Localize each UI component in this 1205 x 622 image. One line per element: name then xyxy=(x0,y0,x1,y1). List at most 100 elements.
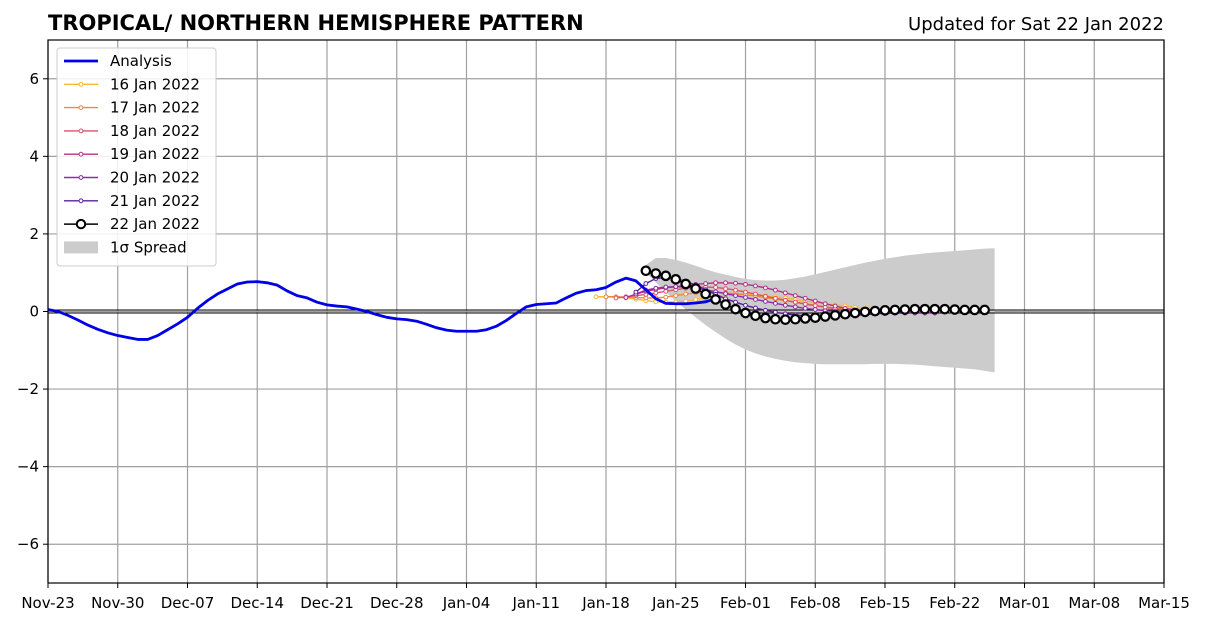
latest-forecast-point xyxy=(720,299,731,310)
y-tick-label: −2 xyxy=(17,380,39,398)
legend-swatch-forecast-marker xyxy=(78,198,84,204)
forecast-point xyxy=(723,280,728,286)
latest-forecast-point xyxy=(899,304,911,315)
axes-layer: Nov-23 Nov-30 Dec-07 Dec-14 Dec-21 Dec-28 Jan-… xyxy=(17,39,1190,612)
latest-forecast-point xyxy=(760,312,771,324)
forecast-point xyxy=(772,300,778,306)
latest-forecast-point xyxy=(809,312,821,324)
forecast-point xyxy=(733,299,738,305)
legend-swatch-forecast-marker xyxy=(78,105,84,110)
x-tick-label: Feb-22 xyxy=(929,594,980,612)
latest-forecast-point xyxy=(839,308,851,320)
forecast-point xyxy=(733,280,738,286)
forecast-point xyxy=(623,295,629,300)
latest-forecast-point xyxy=(959,304,971,316)
latest-forecast-point xyxy=(859,306,871,318)
latest-forecast-point xyxy=(690,283,701,294)
latest-forecast-point xyxy=(929,303,941,315)
forecast-point xyxy=(683,291,689,297)
x-tick-label: Feb-08 xyxy=(790,594,841,612)
x-tick-label: Mar-08 xyxy=(1068,594,1120,612)
latest-forecast-point xyxy=(650,268,662,279)
legend-label: 1σ Spread xyxy=(110,238,187,256)
forecast-point xyxy=(663,294,669,300)
legend-swatch-forecast-marker xyxy=(78,128,84,134)
forecast-point xyxy=(663,284,669,290)
latest-forecast-point xyxy=(979,304,990,316)
forecast-point xyxy=(673,284,679,290)
forecast-point xyxy=(633,289,639,295)
forecast-point xyxy=(792,304,798,310)
latest-forecast-point xyxy=(680,278,692,290)
latest-forecast-point xyxy=(640,265,652,277)
legend-swatch-forecast-marker xyxy=(78,81,84,87)
forecast-point xyxy=(822,301,828,307)
legend-swatch-latest-marker xyxy=(75,218,87,230)
forecast-point xyxy=(593,294,599,300)
latest-forecast-point xyxy=(710,294,721,305)
x-tick-label: Mar-15 xyxy=(1138,594,1190,612)
forecast-point xyxy=(763,293,768,299)
latest-forecast-point xyxy=(939,303,951,315)
forecast-point xyxy=(753,283,758,289)
x-tick-label: Dec-07 xyxy=(161,594,215,612)
latest-forecast-point xyxy=(819,311,831,322)
y-tick-label: −6 xyxy=(17,535,39,553)
forecast-point xyxy=(743,281,748,287)
analysis-line xyxy=(47,276,717,341)
latest-forecast-point xyxy=(889,304,901,316)
legend-label: 18 Jan 2022 xyxy=(110,122,200,140)
forecast-point xyxy=(723,291,728,297)
forecast-point xyxy=(763,285,768,291)
x-tick-label: Mar-01 xyxy=(999,594,1051,612)
latest-forecast-point xyxy=(670,274,682,285)
forecast-point xyxy=(763,299,768,304)
forecast-point xyxy=(703,281,709,286)
latest-forecast-point xyxy=(829,310,841,321)
y-tick-label: 2 xyxy=(29,225,39,243)
latest-forecast-point xyxy=(730,303,741,315)
legend-label: 16 Jan 2022 xyxy=(110,75,200,93)
legend-swatch-forecast-marker xyxy=(78,175,84,180)
latest-forecast-point xyxy=(799,313,811,324)
forecast-point xyxy=(772,309,778,315)
x-tick-label: Dec-14 xyxy=(230,594,284,612)
forecast-point xyxy=(743,302,748,308)
latest-forecast-point xyxy=(909,303,921,315)
latest-forecast-point xyxy=(660,270,672,282)
forecast-point xyxy=(753,291,758,297)
x-tick-label: Nov-23 xyxy=(21,594,74,612)
forecast-point xyxy=(812,307,818,312)
forecast-point xyxy=(753,305,758,311)
forecast-point xyxy=(713,285,719,290)
legend: Analysis 16 Jan 2022 17 Jan 2022 18 Jan 202… xyxy=(56,47,217,267)
x-tick-label: Feb-01 xyxy=(720,594,771,612)
forecast-point xyxy=(792,299,798,305)
chart-title: TROPICAL/ NORTHERN HEMISPHERE PATTERN xyxy=(48,11,584,35)
forecast-point xyxy=(733,293,738,298)
forecast-point xyxy=(743,289,748,295)
forecast-point xyxy=(772,287,778,293)
forecast-point xyxy=(832,303,838,309)
forecast-point xyxy=(812,303,818,309)
forecast-point xyxy=(693,297,699,302)
legend-label: Analysis xyxy=(110,52,172,70)
forecast-point xyxy=(673,293,679,298)
legend-label: 17 Jan 2022 xyxy=(110,99,200,117)
forecast-point xyxy=(812,298,818,304)
forecast-point xyxy=(753,297,758,302)
forecast-point xyxy=(613,295,619,301)
x-tick-label: Dec-21 xyxy=(300,594,354,612)
forecast-point xyxy=(782,297,788,303)
forecast-point xyxy=(603,294,609,300)
legend-label: 21 Jan 2022 xyxy=(110,192,200,210)
x-tick-label: Jan-04 xyxy=(442,594,491,612)
latest-forecast-point xyxy=(919,303,931,315)
x-tick-label: Jan-25 xyxy=(651,594,700,612)
forecast-point xyxy=(802,295,808,301)
latest-forecast-point xyxy=(879,305,891,316)
legend-label: 22 Jan 2022 xyxy=(110,215,200,233)
latest-forecast-point xyxy=(770,313,781,325)
forecast-point xyxy=(782,302,788,308)
